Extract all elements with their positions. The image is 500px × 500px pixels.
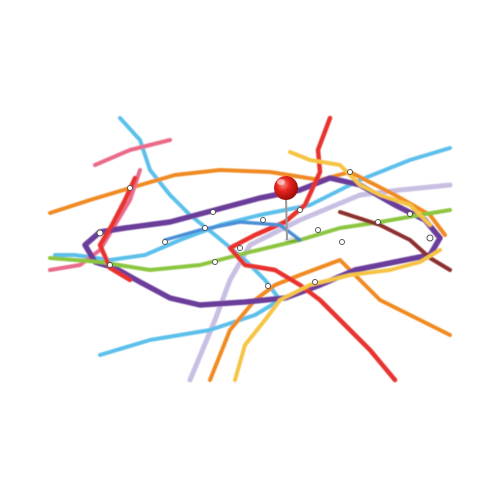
orange-line — [48, 168, 447, 237]
station-marker — [315, 227, 321, 233]
station-marker — [312, 279, 318, 285]
station-marker — [265, 283, 271, 289]
station-marker — [375, 219, 381, 225]
station-marker — [202, 225, 208, 231]
station-marker — [297, 207, 303, 213]
station-marker — [212, 259, 218, 265]
station-marker — [210, 209, 216, 215]
red-line — [227, 115, 398, 383]
red-line-west — [97, 175, 138, 283]
station-markers — [96, 169, 434, 289]
station-marker — [107, 262, 113, 268]
station-marker — [237, 245, 243, 251]
station-marker — [162, 239, 168, 245]
pin-shadow — [284, 237, 300, 243]
brown-line — [338, 210, 452, 272]
pin-needle — [285, 195, 288, 241]
purple-line — [82, 175, 443, 308]
station-marker — [426, 234, 434, 242]
station-marker — [407, 211, 413, 217]
pin-highlight — [277, 179, 285, 185]
station-marker — [127, 185, 133, 191]
station-marker — [339, 239, 345, 245]
yellow-line — [233, 150, 442, 382]
green-line — [48, 208, 452, 272]
orange-line-south — [208, 258, 452, 382]
pin-head — [274, 176, 298, 200]
station-marker — [96, 229, 104, 237]
lavender-line — [187, 182, 453, 383]
pushpin — [274, 176, 300, 243]
station-marker — [260, 217, 266, 223]
station-marker — [347, 169, 353, 175]
light-blue-line — [98, 116, 282, 357]
